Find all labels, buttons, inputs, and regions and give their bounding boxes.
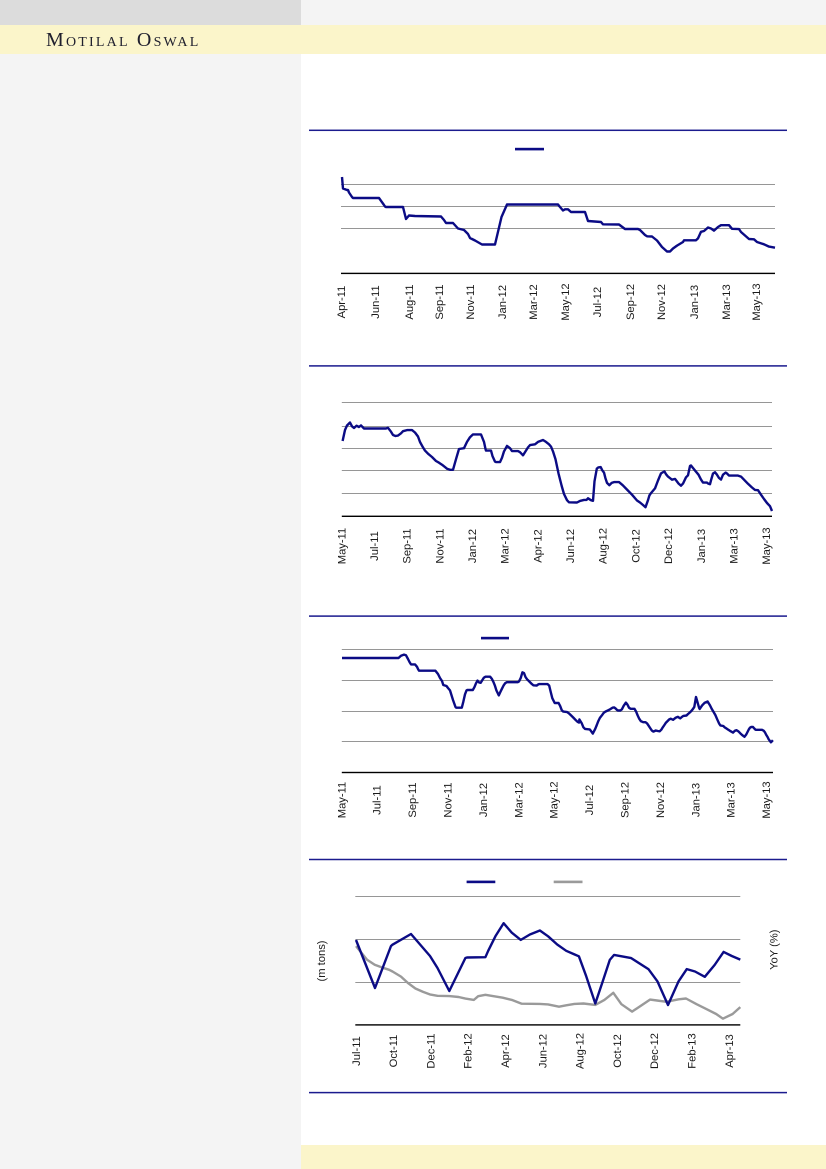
svg-text:Nov-11: Nov-11: [465, 284, 477, 319]
svg-text:Oct-12: Oct-12: [612, 1034, 624, 1068]
svg-text:Nov-11: Nov-11: [434, 528, 446, 563]
svg-text:Jan-13: Jan-13: [689, 285, 701, 319]
svg-text:Mar-13: Mar-13: [726, 782, 738, 817]
svg-text:Jul-11: Jul-11: [351, 1036, 363, 1066]
svg-text:Jun-12: Jun-12: [565, 529, 577, 563]
svg-text:Apr-12: Apr-12: [500, 1034, 512, 1068]
svg-text:Dec-12: Dec-12: [649, 1033, 661, 1069]
svg-text:Mar-13: Mar-13: [721, 284, 733, 319]
svg-text:Jun-11: Jun-11: [370, 285, 382, 318]
svg-text:Jan-12: Jan-12: [467, 529, 479, 563]
svg-text:Sep-11: Sep-11: [434, 284, 446, 319]
svg-text:Oct-11: Oct-11: [388, 1035, 400, 1068]
svg-text:May-13: May-13: [761, 527, 773, 564]
svg-text:Dec-12: Dec-12: [663, 528, 675, 564]
svg-text:Feb-13: Feb-13: [687, 1033, 699, 1068]
svg-text:Sep-11: Sep-11: [402, 528, 414, 563]
svg-text:Jan-13: Jan-13: [690, 783, 702, 817]
svg-text:(m tons): (m tons): [316, 940, 328, 981]
svg-text:Sep-12: Sep-12: [620, 782, 632, 818]
svg-text:Jul-11: Jul-11: [372, 785, 384, 815]
svg-text:May-12: May-12: [560, 283, 572, 320]
svg-text:Feb-12: Feb-12: [463, 1033, 475, 1068]
svg-text:May-11: May-11: [336, 782, 348, 818]
svg-text:Jan-12: Jan-12: [478, 783, 490, 817]
svg-text:Sep-11: Sep-11: [407, 782, 419, 817]
svg-text:Apr-11: Apr-11: [336, 286, 348, 319]
svg-text:May-13: May-13: [751, 283, 763, 320]
svg-text:Nov-12: Nov-12: [655, 782, 667, 818]
svg-text:Aug-12: Aug-12: [575, 1033, 587, 1069]
svg-text:May-13: May-13: [761, 781, 773, 818]
svg-text:Aug-12: Aug-12: [598, 528, 610, 564]
svg-text:Oct-12: Oct-12: [630, 529, 642, 563]
svg-text:Nov-12: Nov-12: [656, 284, 668, 320]
svg-text:Mar-12: Mar-12: [528, 284, 540, 319]
svg-text:Jul-12: Jul-12: [592, 287, 604, 317]
svg-text:Mar-12: Mar-12: [500, 528, 512, 563]
svg-text:Mar-12: Mar-12: [513, 782, 525, 817]
svg-text:YoY (%): YoY (%): [769, 929, 781, 970]
svg-text:Jan-13: Jan-13: [696, 529, 708, 563]
svg-text:Aug-11: Aug-11: [404, 284, 416, 319]
svg-text:Sep-12: Sep-12: [625, 284, 637, 320]
svg-text:Jan-12: Jan-12: [497, 285, 509, 319]
svg-text:Apr-12: Apr-12: [532, 529, 544, 563]
svg-text:Jul-12: Jul-12: [584, 785, 596, 815]
svg-text:May-11: May-11: [336, 528, 348, 564]
svg-text:Jul-11: Jul-11: [369, 531, 381, 561]
svg-text:Nov-11: Nov-11: [443, 782, 455, 817]
svg-text:Dec-11: Dec-11: [425, 1033, 437, 1068]
svg-text:May-12: May-12: [549, 781, 561, 818]
svg-text:Apr-13: Apr-13: [724, 1034, 736, 1068]
svg-text:Jun-12: Jun-12: [537, 1034, 549, 1068]
svg-text:Mar-13: Mar-13: [729, 528, 741, 563]
